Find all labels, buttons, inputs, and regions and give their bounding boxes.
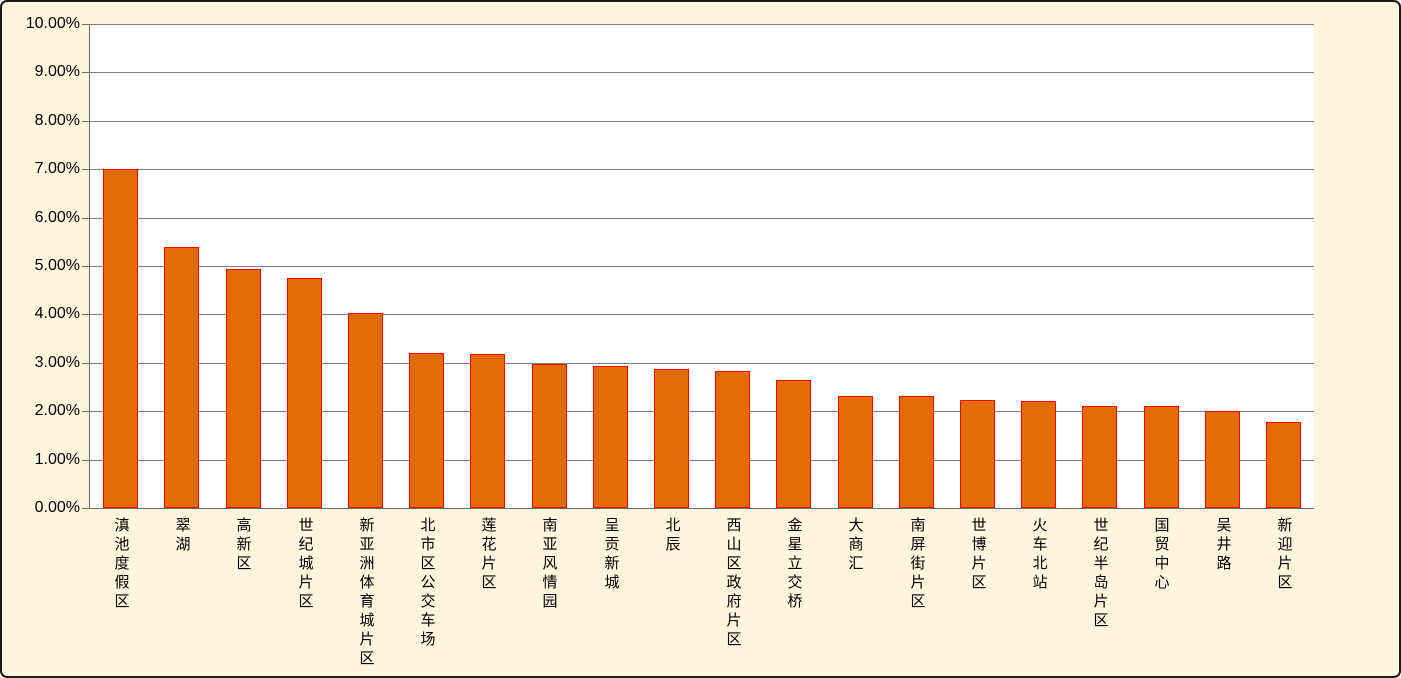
x-axis-line bbox=[89, 508, 1314, 509]
bar-新亚洲体育城片区 bbox=[348, 313, 383, 508]
y-axis-tick bbox=[82, 72, 89, 73]
y-axis-tick bbox=[82, 24, 89, 25]
gridline bbox=[90, 169, 1314, 170]
y-axis-label: 8.00% bbox=[34, 112, 80, 129]
bar-国贸中心 bbox=[1144, 406, 1179, 508]
gridline bbox=[90, 363, 1314, 364]
bar-大商汇 bbox=[838, 396, 873, 508]
bar-金星立交桥 bbox=[776, 380, 811, 508]
y-axis-tick bbox=[82, 218, 89, 219]
bar-世博片区 bbox=[960, 400, 995, 508]
bar-莲花片区 bbox=[470, 354, 505, 508]
y-axis-label: 5.00% bbox=[34, 257, 80, 274]
x-axis-label-吴井路: 吴井路 bbox=[1214, 517, 1232, 574]
x-axis-label-滇池度假区: 滇池度假区 bbox=[112, 517, 130, 612]
y-axis-label: 10.00% bbox=[25, 15, 80, 32]
y-axis-label: 1.00% bbox=[34, 451, 80, 468]
x-axis-label-世纪城片区: 世纪城片区 bbox=[296, 517, 314, 612]
bar-滇池度假区 bbox=[103, 169, 138, 508]
x-axis-label-世纪半岛片区: 世纪半岛片区 bbox=[1091, 517, 1109, 631]
gridline bbox=[90, 24, 1314, 25]
bar-世纪城片区 bbox=[287, 278, 322, 508]
x-axis-label-国贸中心: 国贸中心 bbox=[1152, 517, 1170, 593]
bar-翠湖 bbox=[164, 247, 199, 508]
x-axis-label-新迎片区: 新迎片区 bbox=[1275, 517, 1293, 593]
x-axis-label-南亚风情园: 南亚风情园 bbox=[540, 517, 558, 612]
y-axis-tick bbox=[82, 363, 89, 364]
x-axis-label-莲花片区: 莲花片区 bbox=[479, 517, 497, 593]
x-axis-label-呈贡新城: 呈贡新城 bbox=[602, 517, 620, 593]
y-axis-label: 4.00% bbox=[34, 305, 80, 322]
x-axis-label-北市区公交车场: 北市区公交车场 bbox=[418, 517, 436, 650]
bar-西山区政府片区 bbox=[715, 371, 750, 508]
x-axis-label-高新区: 高新区 bbox=[234, 517, 252, 574]
gridline bbox=[90, 121, 1314, 122]
x-axis-label-新亚洲体育城片区: 新亚洲体育城片区 bbox=[357, 517, 375, 669]
bar-呈贡新城 bbox=[593, 366, 628, 508]
bar-新迎片区 bbox=[1266, 422, 1301, 508]
bar-北辰 bbox=[654, 369, 689, 508]
bar-火车北站 bbox=[1021, 401, 1056, 508]
bar-南亚风情园 bbox=[532, 364, 567, 508]
y-axis-tick bbox=[82, 169, 89, 170]
y-axis-label: 0.00% bbox=[34, 499, 80, 516]
bar-世纪半岛片区 bbox=[1082, 406, 1117, 508]
y-axis-tick bbox=[82, 314, 89, 315]
y-axis-label: 6.00% bbox=[34, 209, 80, 226]
x-axis-label-大商汇: 大商汇 bbox=[846, 517, 864, 574]
x-axis-label-北辰: 北辰 bbox=[663, 517, 681, 555]
gridline bbox=[90, 218, 1314, 219]
gridline bbox=[90, 72, 1314, 73]
y-axis-line bbox=[89, 24, 90, 508]
y-axis-label: 2.00% bbox=[34, 402, 80, 419]
gridline bbox=[90, 411, 1314, 412]
bar-北市区公交车场 bbox=[409, 353, 444, 508]
gridline bbox=[90, 266, 1314, 267]
gridline bbox=[90, 460, 1314, 461]
plot-area bbox=[90, 24, 1314, 508]
y-axis-tick bbox=[82, 460, 89, 461]
x-axis-label-金星立交桥: 金星立交桥 bbox=[785, 517, 803, 612]
x-axis-label-翠湖: 翠湖 bbox=[173, 517, 191, 555]
x-axis-label-西山区政府片区: 西山区政府片区 bbox=[724, 517, 742, 650]
x-axis-label-火车北站: 火车北站 bbox=[1030, 517, 1048, 593]
y-axis-tick bbox=[82, 508, 89, 509]
x-axis-label-世博片区: 世博片区 bbox=[969, 517, 987, 593]
gridline bbox=[90, 314, 1314, 315]
y-axis-tick bbox=[82, 411, 89, 412]
y-axis-tick bbox=[82, 121, 89, 122]
bar-吴井路 bbox=[1205, 411, 1240, 508]
bar-高新区 bbox=[226, 269, 261, 508]
x-axis-label-南屏街片区: 南屏街片区 bbox=[908, 517, 926, 612]
y-axis-label: 7.00% bbox=[34, 160, 80, 177]
y-axis-label: 3.00% bbox=[34, 354, 80, 371]
bar-南屏街片区 bbox=[899, 396, 934, 508]
y-axis-tick bbox=[82, 266, 89, 267]
y-axis-label: 9.00% bbox=[34, 63, 80, 80]
